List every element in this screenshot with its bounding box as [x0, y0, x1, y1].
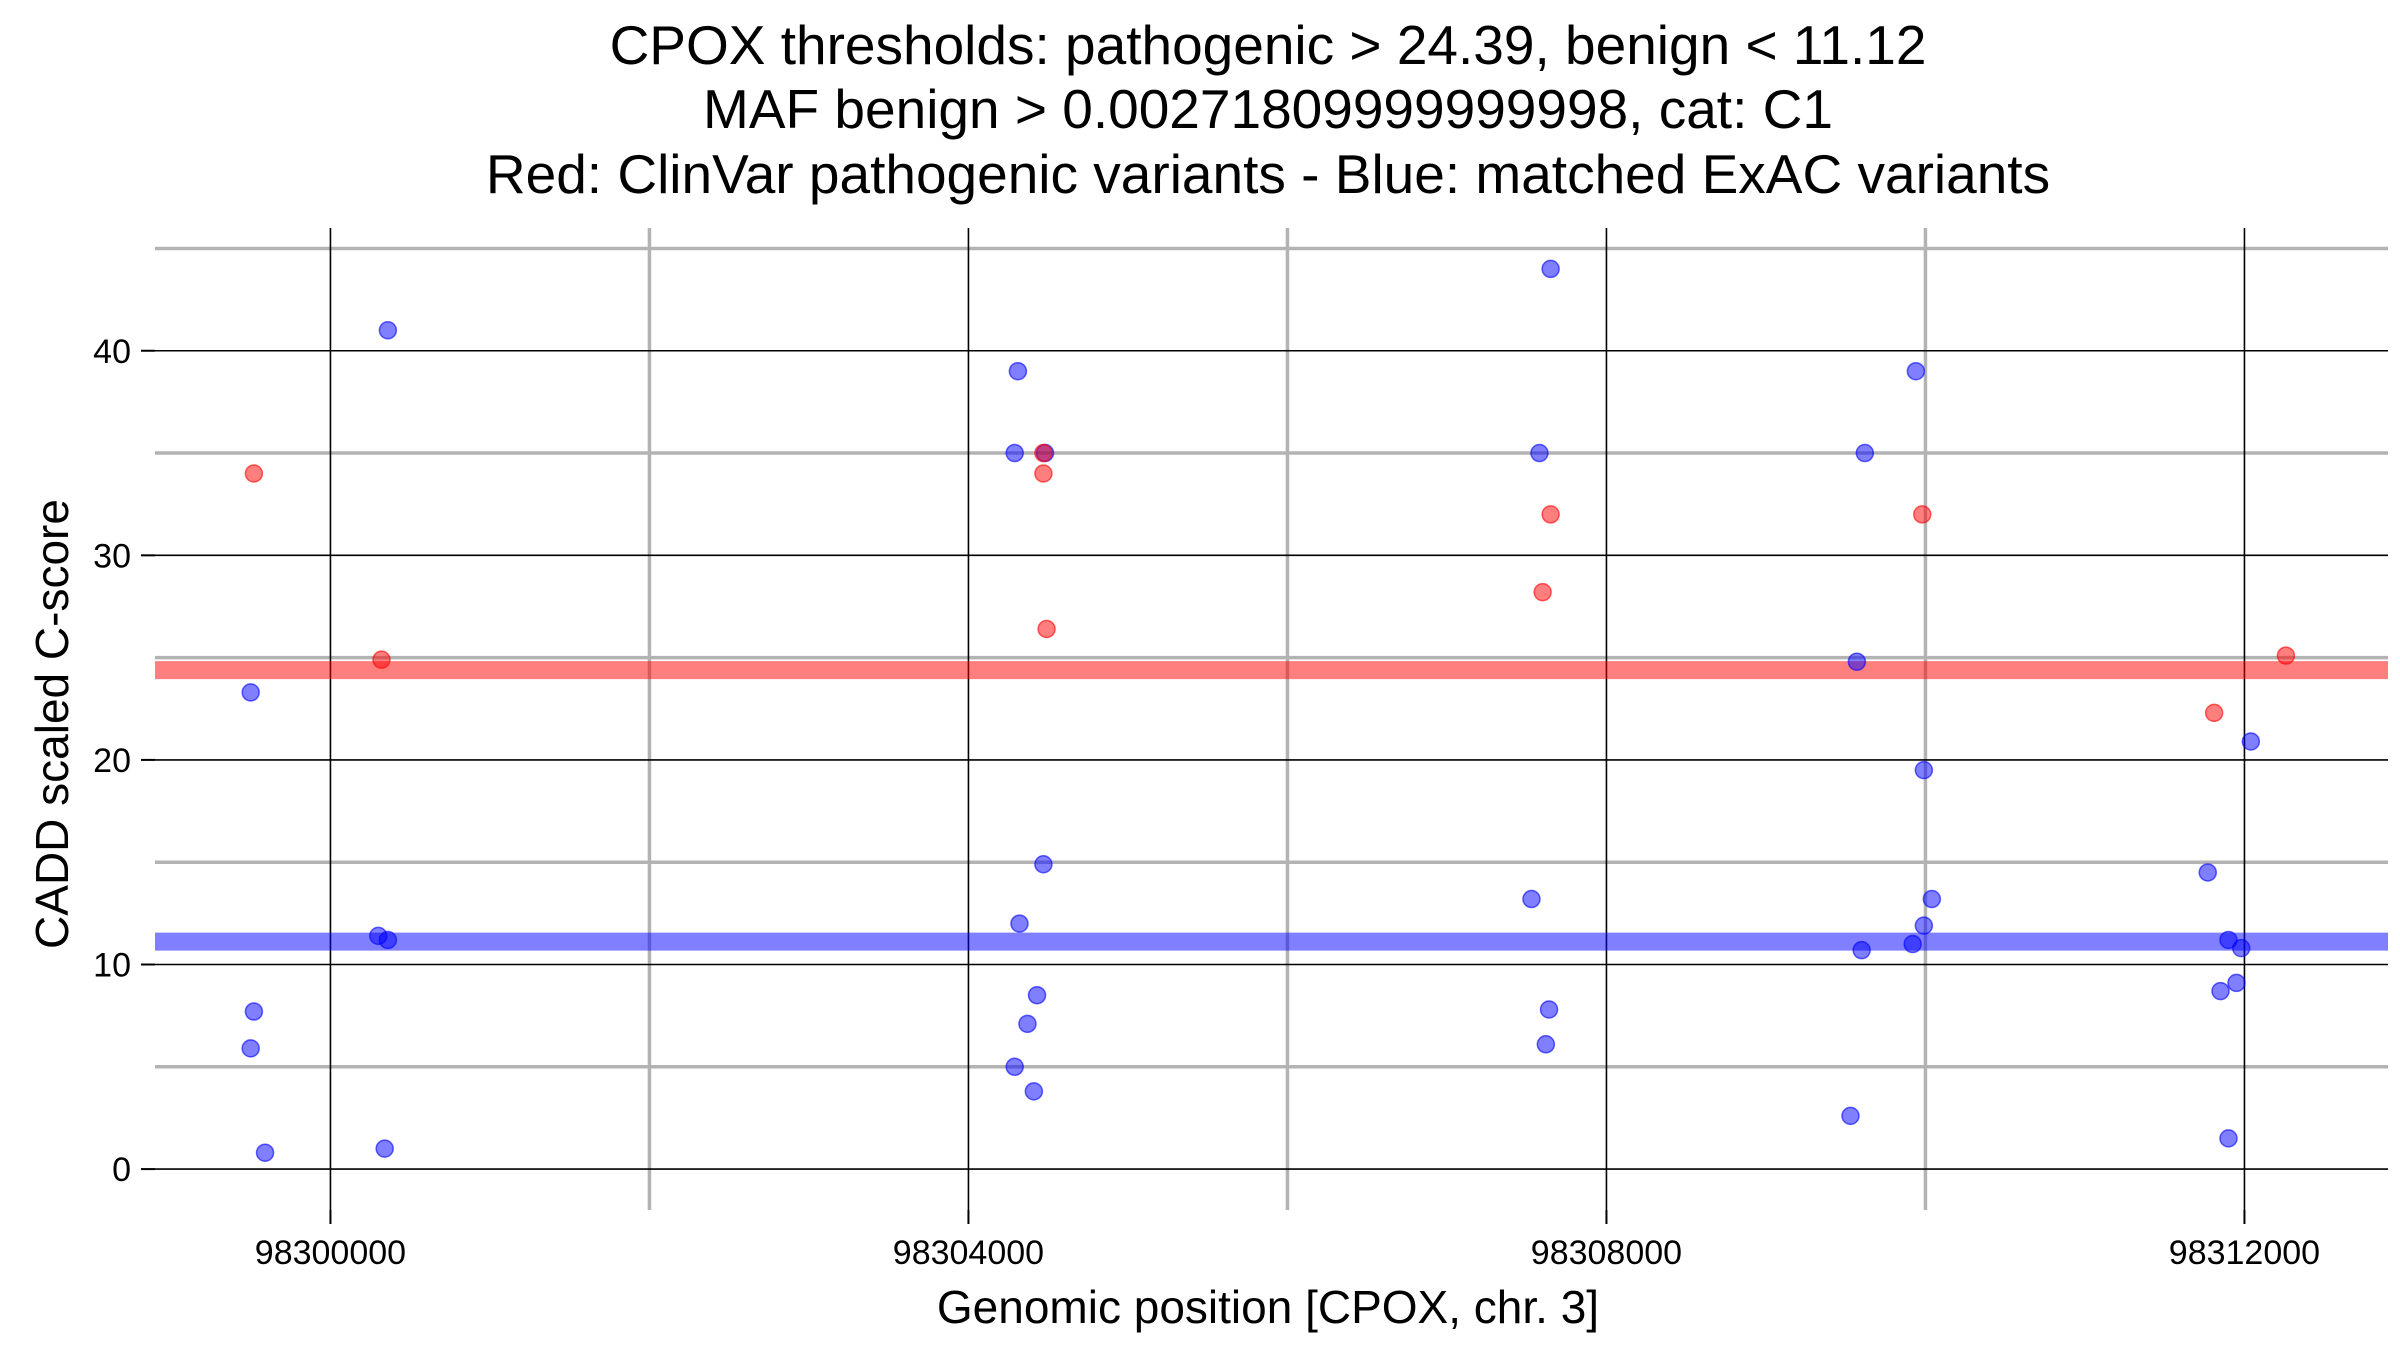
y-tick-label: 40 [93, 333, 131, 371]
data-point-red [244, 464, 264, 483]
data-point-blue [1034, 855, 1053, 874]
threshold-lines [155, 661, 2388, 951]
data-point-blue [1536, 1035, 1556, 1054]
x-axis: 98300000 98304000 98308000 98312000 [255, 1210, 2320, 1272]
y-tick-label: 10 [93, 947, 131, 985]
data-point-blue [1855, 443, 1875, 463]
data-points [241, 259, 2296, 1162]
data-point-blue [1018, 1014, 1037, 1034]
data-point-blue [375, 1139, 394, 1158]
data-point-blue [2211, 981, 2230, 1001]
data-point-blue [1914, 760, 1934, 780]
chart-title-line-2: MAF benign > 0.00271809999999998, cat: C… [703, 78, 1833, 140]
data-point-blue [1841, 1106, 1860, 1126]
x-tick-label: 98304000 [893, 1234, 1044, 1272]
data-point-blue [1906, 361, 1926, 381]
data-point-blue [378, 321, 398, 340]
data-point-blue [2227, 973, 2246, 993]
data-point-blue [255, 1143, 275, 1162]
data-point-blue [1522, 889, 1541, 909]
x-axis-label: Genomic position [CPOX, chr. 3] [937, 1281, 1599, 1333]
y-axis: 0 10 20 30 40 [93, 333, 155, 1189]
data-point-blue [244, 1002, 264, 1021]
data-point-blue [1024, 1082, 1044, 1101]
data-point-blue [1847, 652, 1867, 671]
chart-title-line-3: Red: ClinVar pathogenic variants - Blue:… [486, 143, 2050, 205]
y-tick-label: 20 [93, 742, 131, 780]
data-point-blue [1010, 914, 1029, 933]
data-point-blue [1005, 443, 1024, 463]
data-point-blue [2198, 863, 2218, 882]
x-tick-label: 98308000 [1531, 1234, 1682, 1272]
data-point-blue [1008, 361, 1028, 381]
data-point-blue [1539, 1000, 1559, 1019]
y-tick-label: 30 [93, 537, 131, 575]
y-tick-label: 0 [112, 1151, 131, 1189]
data-point-red [2204, 703, 2224, 723]
data-point-blue [241, 683, 260, 702]
data-point-blue [1903, 934, 1922, 954]
data-point-blue [1852, 940, 1871, 960]
x-tick-label: 98300000 [255, 1234, 406, 1272]
minor-gridlines [155, 228, 2388, 1210]
data-point-blue [1530, 443, 1549, 463]
x-tick-label: 98312000 [2169, 1234, 2320, 1272]
data-point-blue [2241, 732, 2261, 751]
data-point-blue [1541, 259, 1560, 279]
data-point-blue [1922, 889, 1942, 909]
chart-title-line-1: CPOX thresholds: pathogenic > 24.39, ben… [610, 14, 1927, 76]
data-point-red [1913, 505, 1932, 524]
data-point-red [1034, 443, 1053, 463]
y-axis-label: CADD scaled C-score [26, 499, 78, 949]
data-point-red [2276, 646, 2296, 665]
chart-title: CPOX thresholds: pathogenic > 24.39, ben… [486, 14, 2050, 205]
data-point-blue [2232, 938, 2251, 958]
data-point-blue [1005, 1057, 1024, 1077]
data-point-blue [1914, 916, 1934, 935]
major-gridlines [155, 228, 2388, 1210]
data-point-blue [378, 930, 398, 950]
data-point-blue [241, 1039, 260, 1058]
data-point-red [1533, 582, 1552, 602]
data-point-red [1034, 464, 1053, 483]
data-point-red [1541, 505, 1560, 524]
data-point-red [372, 650, 391, 669]
data-point-red [1037, 619, 1056, 639]
data-point-blue [1027, 985, 1047, 1005]
data-point-blue [2219, 1129, 2238, 1148]
